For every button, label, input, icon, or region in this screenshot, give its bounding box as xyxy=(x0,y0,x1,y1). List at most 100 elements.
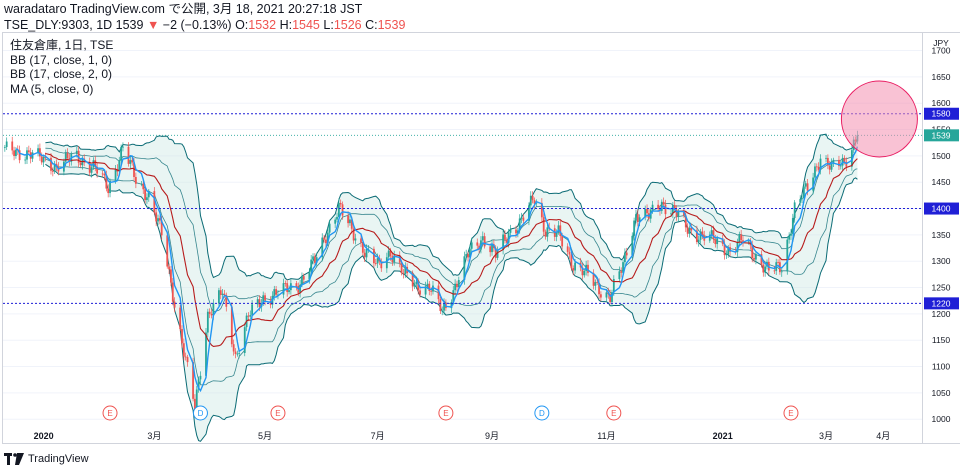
candle-body xyxy=(385,257,388,269)
low-value: 1526 xyxy=(333,18,362,32)
event-label: D xyxy=(539,409,545,418)
candle-body xyxy=(515,229,517,234)
candle xyxy=(695,225,698,245)
candle-body xyxy=(623,252,626,263)
candle-body xyxy=(146,197,148,201)
candle-body xyxy=(182,343,185,357)
candle-body xyxy=(520,217,523,219)
candle-body xyxy=(747,241,750,243)
candle-body xyxy=(219,290,222,295)
candle xyxy=(312,253,314,265)
legend-ma[interactable]: MA (5, close, 0) xyxy=(10,81,94,96)
candle xyxy=(540,198,543,222)
candle xyxy=(424,281,427,300)
candle xyxy=(419,287,421,298)
event-circle xyxy=(606,405,622,421)
candle-body xyxy=(684,215,687,228)
candle xyxy=(275,286,278,297)
candle-body xyxy=(221,293,224,295)
candle-body xyxy=(742,240,744,242)
candle-body xyxy=(428,283,431,291)
candle-body xyxy=(450,302,453,309)
candle xyxy=(79,158,82,168)
candle xyxy=(158,215,161,225)
candle-body xyxy=(66,152,69,159)
legend-bb-1[interactable]: BB (17, close, 1, 0) xyxy=(10,52,113,67)
candle xyxy=(708,231,711,243)
candle xyxy=(170,266,172,287)
candle-body xyxy=(230,306,233,345)
price-axis[interactable] xyxy=(923,32,960,444)
candle-body xyxy=(555,231,558,237)
candle-body xyxy=(140,183,143,185)
bb-upper-1 xyxy=(45,147,858,313)
candle-body xyxy=(173,301,176,308)
candle xyxy=(583,268,586,278)
candle-body xyxy=(456,283,458,288)
candle-body xyxy=(88,162,91,173)
tradingview-logo-icon xyxy=(4,453,24,465)
candle xyxy=(354,233,357,245)
candle xyxy=(88,157,91,177)
candle-body xyxy=(825,157,827,159)
candle xyxy=(249,310,252,320)
candle-body xyxy=(528,205,530,221)
candle-body xyxy=(651,204,654,210)
candle-body xyxy=(802,186,805,199)
candle-body xyxy=(160,220,163,236)
candle xyxy=(664,199,667,219)
candle xyxy=(182,338,185,361)
candle-body xyxy=(791,218,794,234)
candle xyxy=(815,163,818,172)
candle-body xyxy=(723,243,726,256)
candle-body xyxy=(354,238,357,241)
candle-body xyxy=(308,272,311,280)
open-value: 1532 xyxy=(248,18,277,32)
candle xyxy=(594,279,597,291)
candle-body xyxy=(531,195,534,201)
level-tag-1400: 1400 xyxy=(932,204,951,214)
candle xyxy=(315,252,318,268)
candle-body xyxy=(417,281,420,291)
candle xyxy=(96,162,99,178)
legend-bb-2[interactable]: BB (17, close, 2, 0) xyxy=(10,67,113,81)
candle xyxy=(129,156,132,169)
candle xyxy=(134,172,137,189)
candle-body xyxy=(738,234,741,243)
candle xyxy=(456,280,458,292)
candle-body xyxy=(483,236,486,247)
candle-body xyxy=(441,310,444,312)
candle xyxy=(347,211,349,228)
event-circle xyxy=(102,405,118,421)
event-label: E xyxy=(788,409,793,418)
candle-body xyxy=(212,303,215,316)
candle-body xyxy=(542,217,545,232)
ohlc-line: TSE_DLY:9303, 1D 1539 ▼ −2 (−0.13%) O:15… xyxy=(4,17,405,33)
candle-body xyxy=(476,242,479,246)
candle-body xyxy=(592,272,595,286)
candle-body xyxy=(568,251,571,255)
legend-symbol[interactable]: 住友倉庫, 1日, TSE xyxy=(10,38,114,52)
candle xyxy=(618,266,621,283)
candle xyxy=(234,348,237,359)
candle-body xyxy=(755,254,757,260)
candle xyxy=(671,202,674,219)
y-tick-label: 1600 xyxy=(932,98,951,108)
candle-body xyxy=(625,252,628,256)
candle-body xyxy=(727,247,730,255)
candle-body xyxy=(540,202,543,218)
candle-body xyxy=(313,256,316,263)
candle xyxy=(625,247,628,260)
candle-body xyxy=(424,286,427,295)
candle-body xyxy=(361,242,364,253)
event-marker: E xyxy=(102,405,118,421)
candle-body xyxy=(42,156,45,163)
candle-body xyxy=(419,290,421,295)
candle xyxy=(635,209,637,224)
candle-body xyxy=(387,250,390,258)
candle-body xyxy=(430,290,433,292)
candle xyxy=(507,228,510,248)
candle xyxy=(587,260,589,277)
plot-area[interactable] xyxy=(2,32,923,444)
candle-body xyxy=(830,162,833,170)
